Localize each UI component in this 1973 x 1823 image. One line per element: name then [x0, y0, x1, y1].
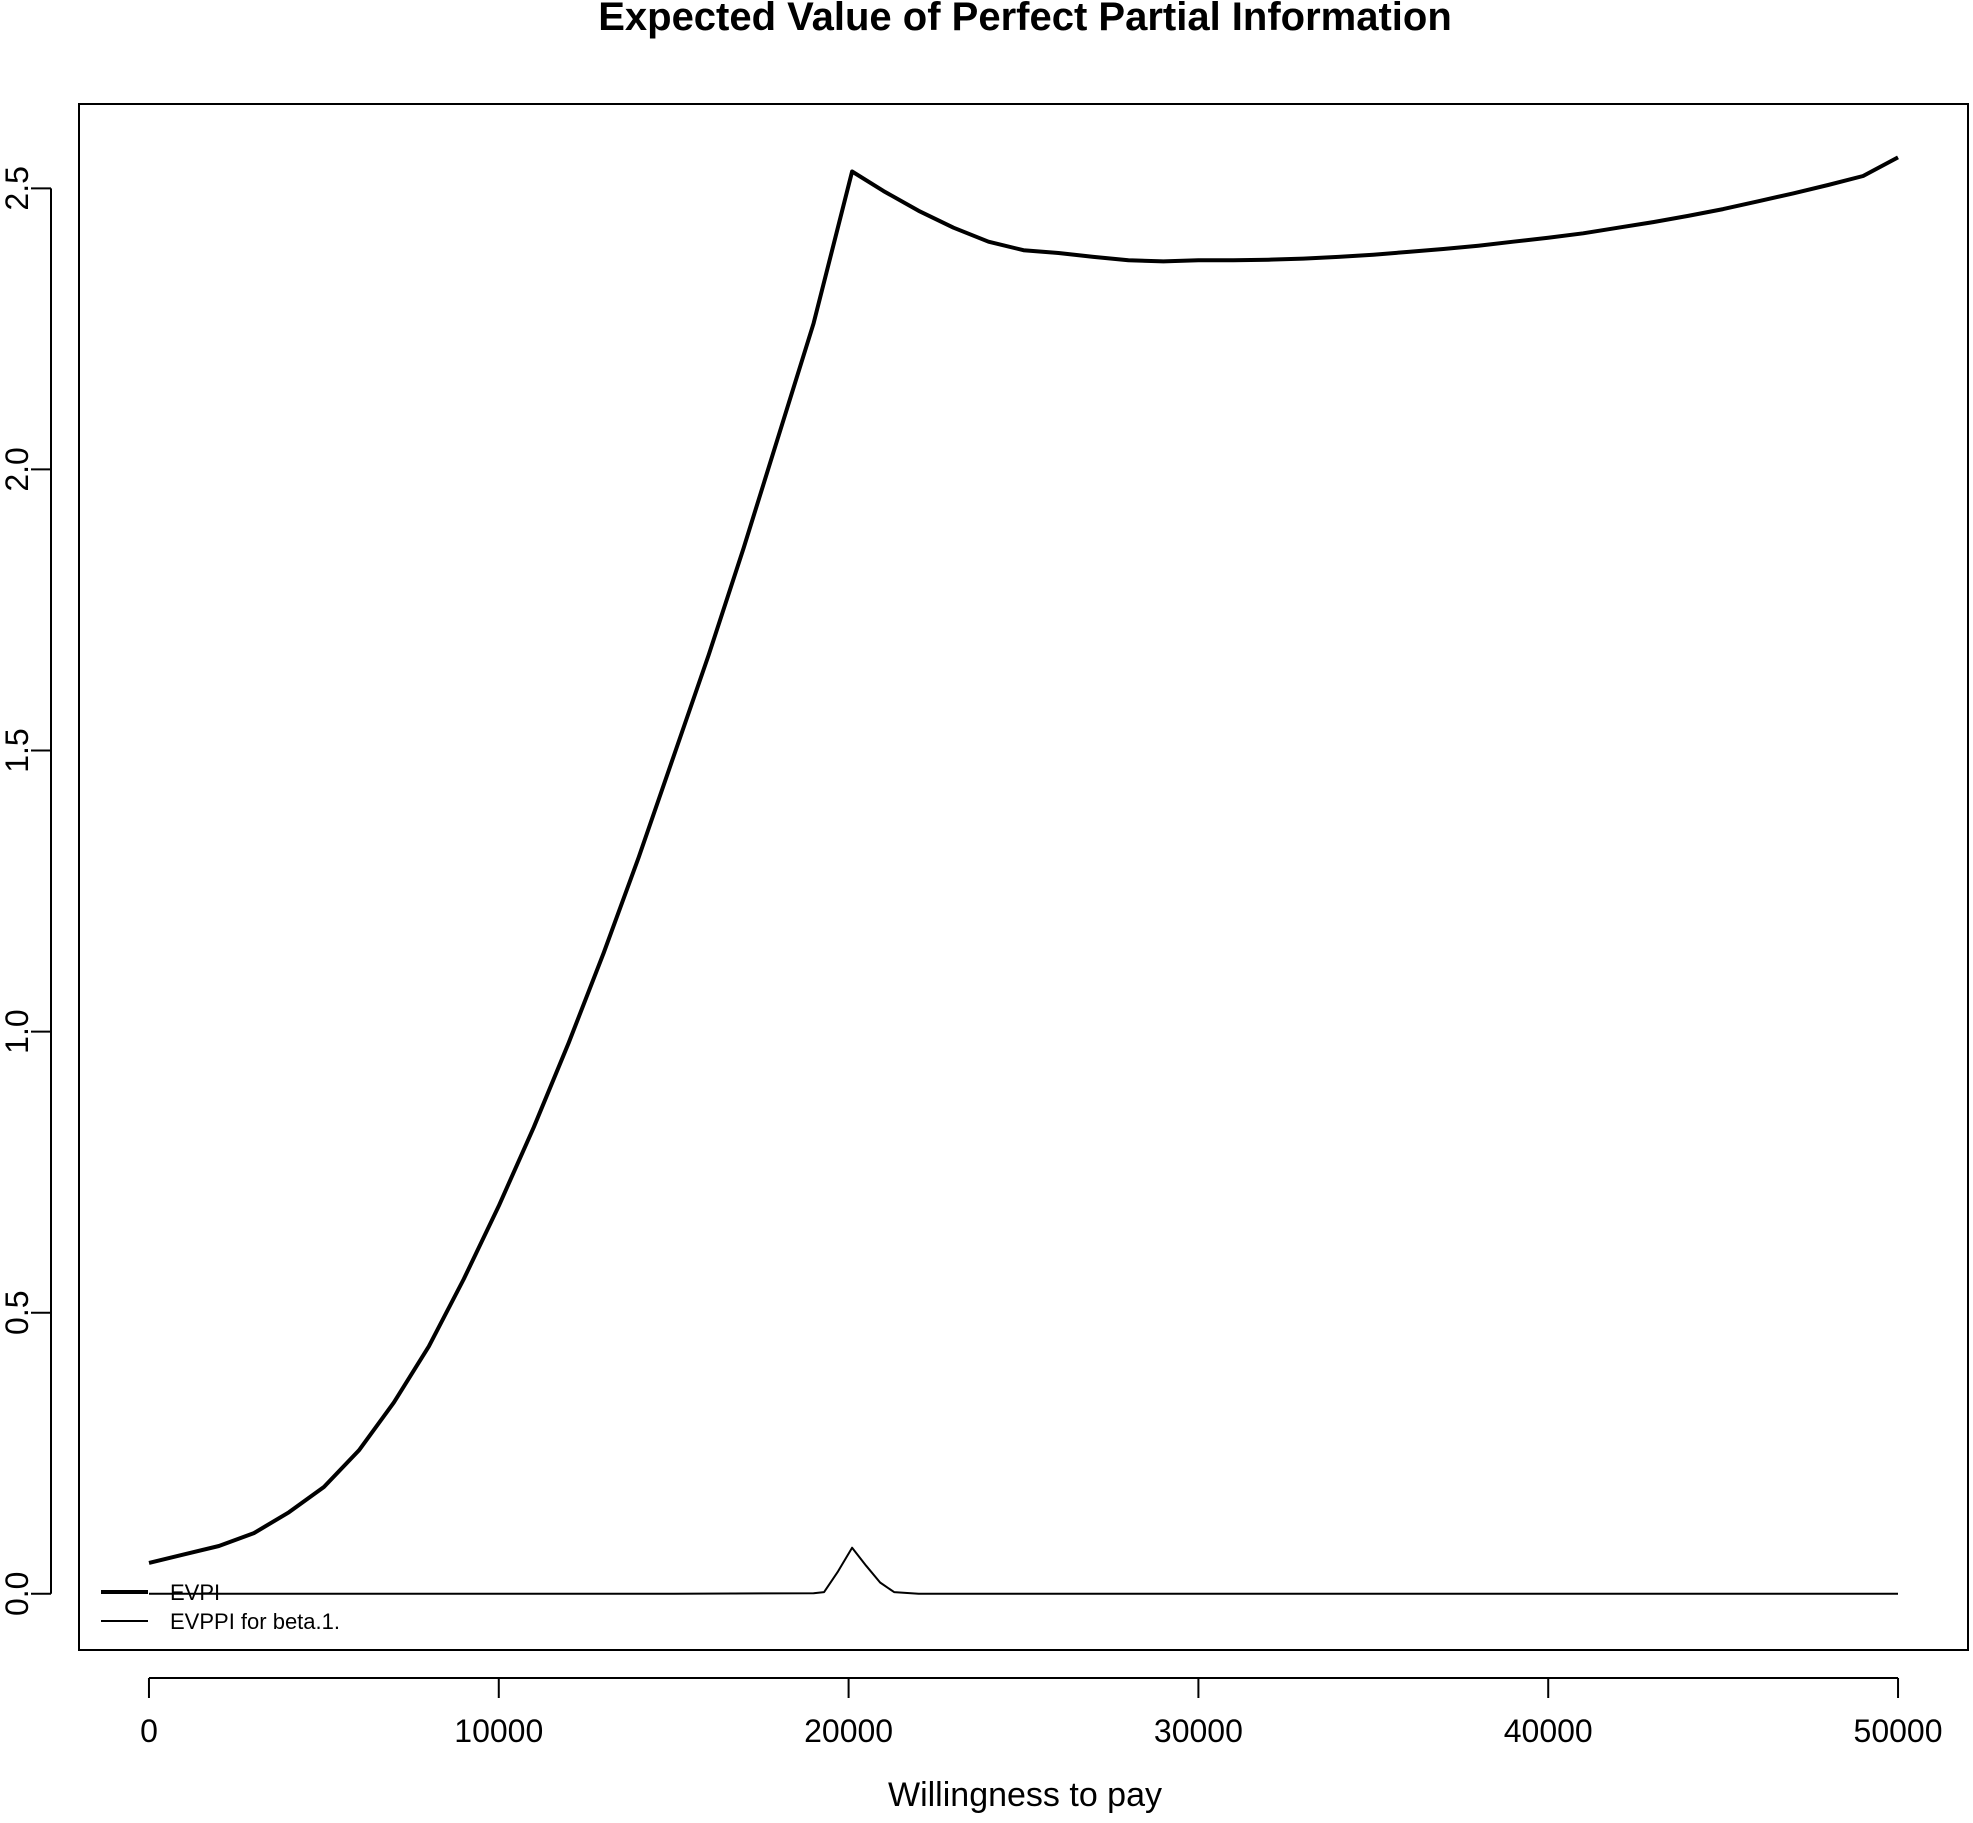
x-tick-label: 20000	[804, 1713, 893, 1749]
y-tick-label: 2.5	[0, 166, 35, 210]
y-tick-label: 2.0	[0, 447, 35, 491]
series-line-evpi	[148, 155, 1899, 1565]
legend-label: EVPI	[170, 1580, 220, 1605]
series-line-evppi	[149, 1546, 1898, 1595]
x-tick-label: 40000	[1504, 1713, 1593, 1749]
y-axis: 0.0 0.5 1.0 1.5 2.0 2.5	[0, 166, 52, 1616]
legend: EVPI EVPPI for beta.1.	[101, 1580, 340, 1634]
y-tick-label: 1.0	[0, 1009, 35, 1053]
x-tick-label: 0	[140, 1713, 158, 1749]
plot-frame	[78, 103, 1969, 1651]
y-tick-label: 1.5	[0, 728, 35, 772]
x-tick-label: 10000	[454, 1713, 543, 1749]
y-tick-label: 0.5	[0, 1290, 35, 1334]
x-axis: 0 10000 20000 30000 40000 50000	[140, 1677, 1943, 1749]
x-tick-label: 30000	[1154, 1713, 1243, 1749]
y-tick-label: 0.0	[0, 1572, 35, 1616]
series-group	[148, 155, 1899, 1595]
x-axis-label: Willingness to pay	[888, 1776, 1162, 1814]
x-tick-label: 50000	[1854, 1713, 1943, 1749]
legend-label: EVPPI for beta.1.	[170, 1609, 340, 1634]
chart-title: Expected Value of Perfect Partial Inform…	[598, 0, 1452, 39]
